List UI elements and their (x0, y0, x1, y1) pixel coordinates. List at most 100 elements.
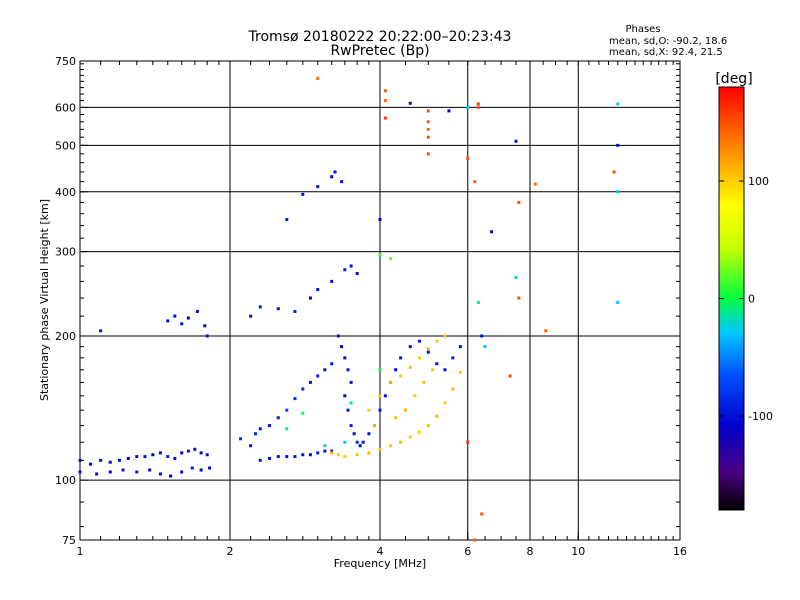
y-tick-label: 600 (55, 101, 76, 114)
data-point (190, 466, 194, 470)
data-point (340, 345, 344, 349)
data-point (476, 300, 480, 304)
chart-subtitle: RwPretec (Bp) (330, 43, 429, 59)
data-point (203, 324, 207, 328)
data-point (514, 139, 518, 143)
data-point (323, 368, 327, 372)
data-point (426, 152, 430, 156)
data-point (349, 401, 353, 405)
data-point (267, 424, 271, 428)
data-point (180, 322, 184, 326)
data-point (431, 368, 435, 372)
x-tick-label: 6 (464, 545, 471, 558)
data-point (308, 453, 312, 457)
data-point (89, 462, 93, 466)
data-point (285, 408, 289, 412)
data-point (473, 180, 477, 184)
data-point (426, 424, 430, 428)
colorbar-tick-label: -100 (748, 410, 773, 423)
data-point (108, 460, 112, 464)
data-point (417, 356, 421, 360)
data-point (336, 334, 340, 338)
data-point (343, 268, 347, 272)
data-point (293, 397, 297, 401)
data-point (99, 458, 103, 462)
phases-stats-o: mean, sd,O: -90.2, 18.6 (609, 36, 727, 47)
data-point (316, 374, 320, 378)
data-point (293, 455, 297, 459)
data-point (199, 451, 203, 455)
data-point (413, 394, 417, 398)
x-tick-label: 8 (527, 545, 534, 558)
x-tick-label: 10 (571, 545, 585, 558)
x-tick-label: 2 (227, 545, 234, 558)
data-point (544, 329, 548, 333)
data-point (473, 538, 477, 542)
data-point (399, 356, 403, 360)
data-point (367, 432, 371, 436)
data-point (408, 435, 412, 439)
data-point (383, 394, 387, 398)
data-point (330, 451, 334, 455)
data-point (378, 394, 382, 398)
data-point (361, 440, 365, 444)
data-point (135, 455, 139, 459)
y-axis-label: Stationary phase Virtual Height [km] (38, 199, 51, 401)
data-point (333, 170, 337, 174)
x-tick-label: 1 (77, 545, 84, 558)
x-axis: 1 2 4 6 8 10 16 (77, 61, 687, 558)
data-point (258, 458, 262, 462)
data-point (301, 411, 305, 415)
data-point (117, 458, 121, 462)
data-point (408, 345, 412, 349)
data-point (186, 316, 190, 320)
data-point (517, 296, 521, 300)
data-point (451, 356, 455, 360)
data-point (616, 190, 620, 194)
data-point (173, 456, 177, 460)
data-point (267, 456, 271, 460)
data-point (126, 456, 130, 460)
colorbar-ticks: 100 0 -100 (719, 175, 773, 423)
data-point (389, 380, 393, 384)
data-point (408, 365, 412, 369)
data-point (349, 264, 353, 268)
y-tick-label: 750 (55, 55, 76, 68)
data-point (276, 307, 280, 311)
data-point (426, 347, 430, 351)
data-point (343, 440, 347, 444)
data-point (378, 218, 382, 222)
data-point (355, 440, 359, 444)
data-point (346, 408, 350, 412)
data-point (367, 408, 371, 412)
data-point (399, 374, 403, 378)
data-point (340, 180, 344, 184)
x-axis-label: Frequency [MHz] (334, 557, 426, 570)
data-point (308, 380, 312, 384)
data-point (173, 314, 177, 318)
data-point (514, 275, 518, 279)
data-point (378, 253, 382, 257)
data-point (316, 288, 320, 292)
y-tick-label: 200 (55, 330, 76, 343)
data-point (258, 427, 262, 431)
data-point (208, 466, 212, 470)
data-point (476, 105, 480, 109)
data-point (158, 451, 162, 455)
data-point (378, 408, 382, 412)
data-point (616, 102, 620, 106)
data-point (367, 451, 371, 455)
data-point (383, 116, 387, 120)
data-point (408, 101, 412, 105)
data-point (451, 387, 455, 391)
data-point (349, 380, 353, 384)
data-point (166, 455, 170, 459)
data-point (616, 143, 620, 147)
data-point (426, 135, 430, 139)
data-point (330, 279, 334, 283)
data-point (135, 470, 139, 474)
data-point (466, 156, 470, 160)
data-point (389, 257, 393, 261)
data-point (426, 109, 430, 113)
data-point (249, 444, 253, 448)
